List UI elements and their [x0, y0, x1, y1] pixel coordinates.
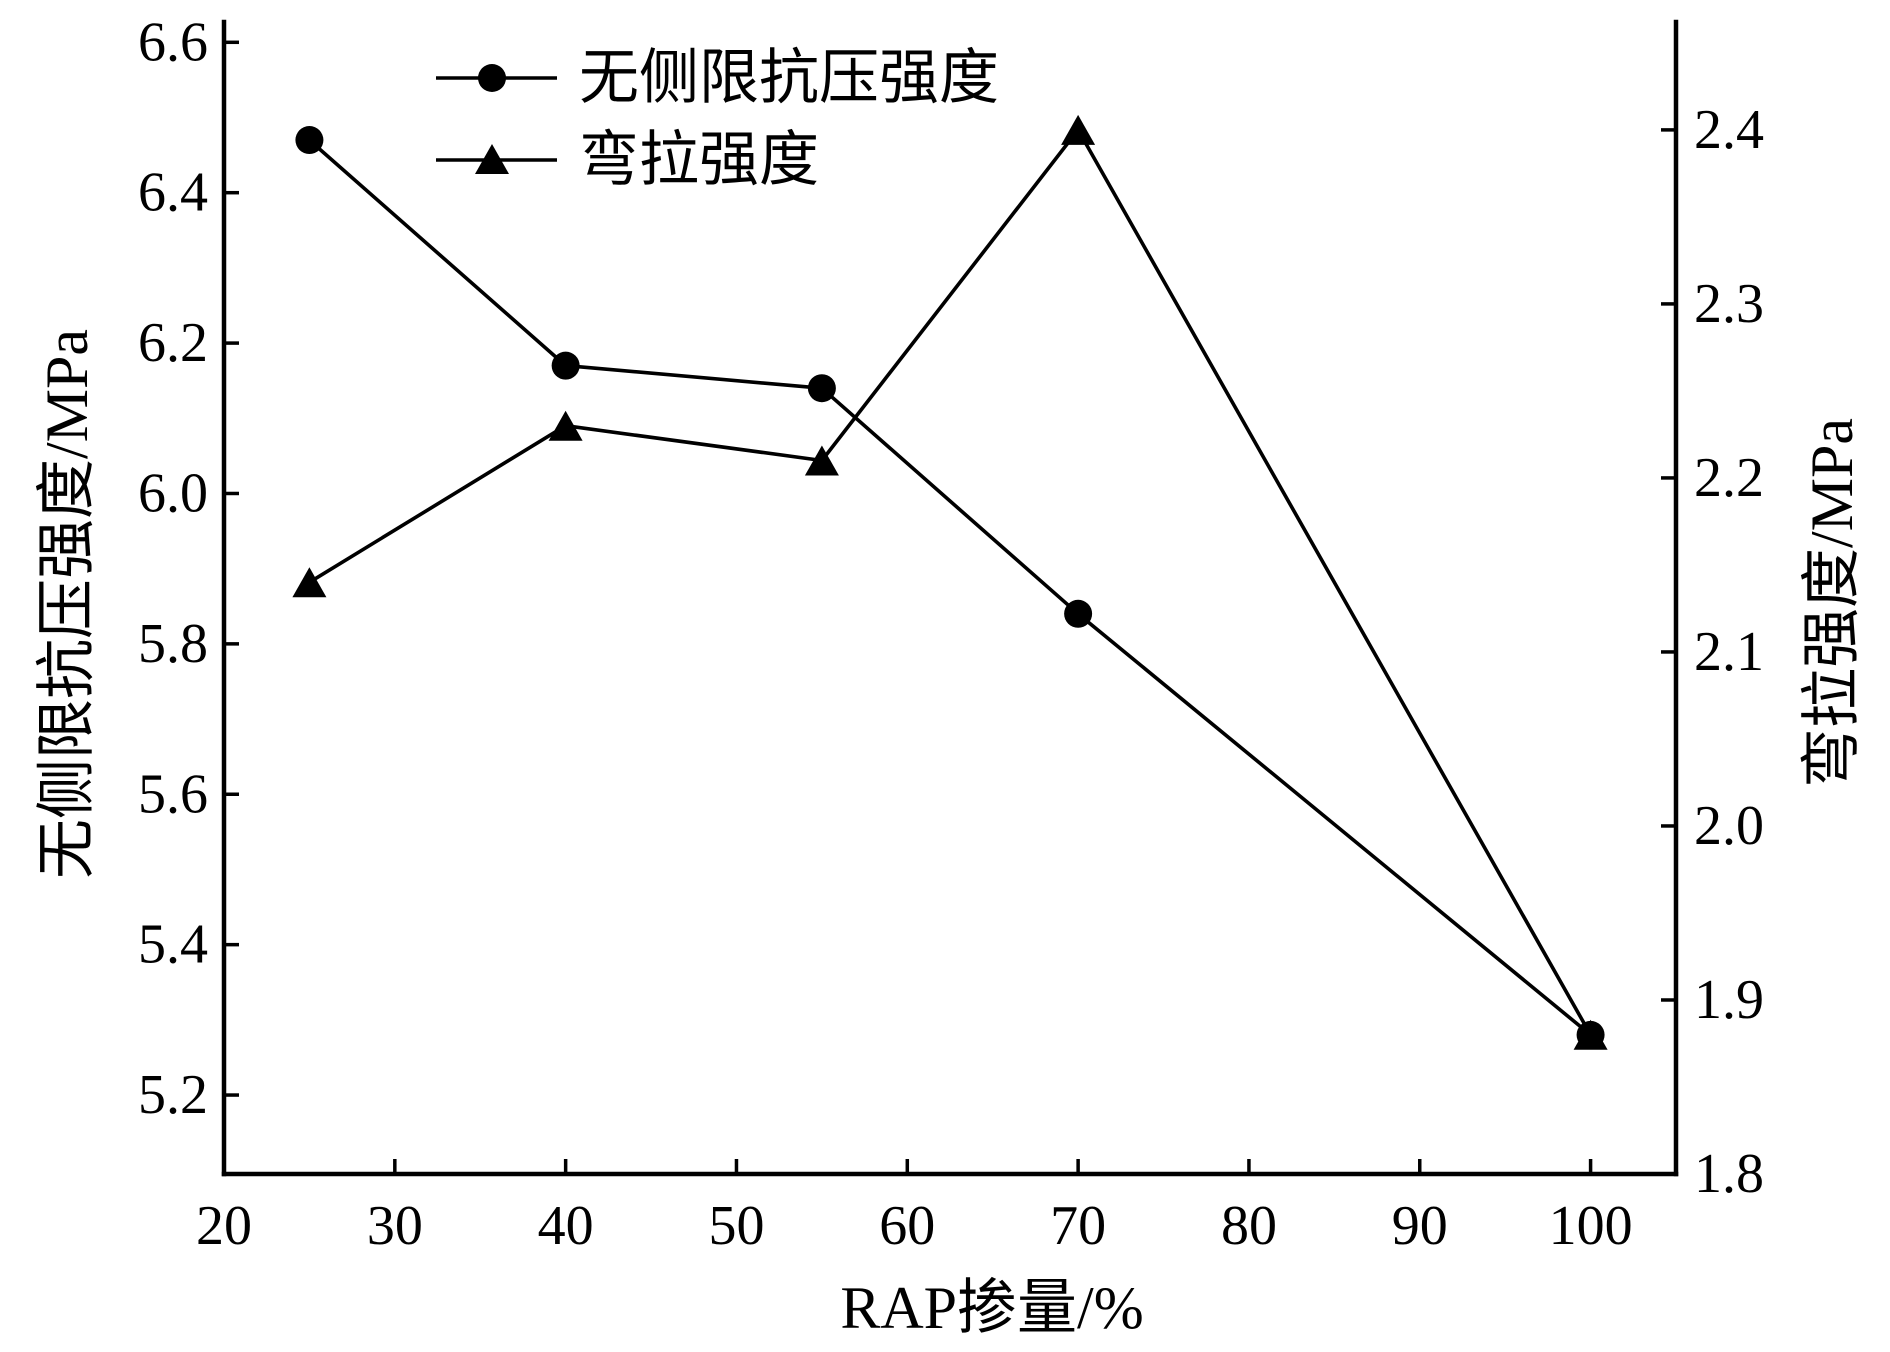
right-y-tick-label: 1.8: [1694, 1143, 1764, 1205]
data-point-circle: [1064, 599, 1093, 628]
legend-label-compressive: 无侧限抗压强度: [579, 45, 999, 111]
x-tick-label: 70: [1050, 1195, 1106, 1257]
data-point-triangle: [804, 445, 839, 476]
x-tick-label: 90: [1392, 1195, 1448, 1257]
data-point-circle: [551, 351, 580, 380]
x-tick-label: 20: [196, 1195, 252, 1257]
right-y-axis-label: 弯拉强度/MPa: [1799, 418, 1865, 788]
x-tick-label: 30: [367, 1195, 423, 1257]
legend-marker-triangle: [475, 144, 509, 174]
right-y-tick-label: 2.3: [1694, 273, 1764, 335]
x-tick-label: 80: [1221, 1195, 1277, 1257]
left-y-tick-label: 5.4: [138, 914, 208, 976]
legend-marker-circle: [478, 64, 506, 92]
right-y-tick-label: 2.2: [1694, 447, 1764, 509]
series-group: [292, 114, 1608, 1050]
right-y-tick-label: 2.4: [1694, 99, 1764, 161]
x-axis-label: RAP掺量/%: [840, 1275, 1143, 1341]
x-tick-label: 60: [879, 1195, 935, 1257]
data-point-triangle: [1573, 1019, 1608, 1050]
data-point-triangle: [292, 567, 327, 598]
x-tick-label: 40: [538, 1195, 594, 1257]
legend-entry-compressive: 无侧限抗压强度: [436, 45, 999, 111]
left-y-tick-label: 6.2: [138, 312, 208, 374]
x-tick-label: 50: [708, 1195, 764, 1257]
left-y-axis-ticks: 5.2 5.4 5.6 5.8 6.0 6.2 6.4 6.6: [138, 11, 239, 1126]
left-y-tick-label: 6.6: [138, 11, 208, 73]
axes-frame: [221, 19, 1679, 1177]
left-y-tick-label: 5.6: [138, 763, 208, 825]
data-point-circle: [295, 126, 324, 155]
data-point-triangle: [1061, 114, 1096, 145]
legend: 无侧限抗压强度 弯拉强度: [436, 45, 999, 193]
right-y-tick-label: 2.0: [1694, 795, 1764, 857]
x-axis-ticks: 20 30 40 50 60 70 80 90 100: [196, 1159, 1633, 1257]
legend-entry-flexural: 弯拉强度: [436, 127, 819, 193]
legend-label-flexural: 弯拉强度: [579, 127, 819, 193]
left-y-tick-label: 6.4: [138, 162, 208, 224]
left-y-tick-label: 6.0: [138, 462, 208, 524]
data-point-triangle: [548, 410, 583, 441]
left-y-axis-label: 无侧限抗压强度/MPa: [34, 329, 100, 879]
left-y-tick-label: 5.8: [138, 613, 208, 675]
right-y-tick-label: 1.9: [1694, 969, 1764, 1031]
right-y-tick-label: 2.1: [1694, 621, 1764, 683]
data-point-circle: [807, 374, 836, 403]
right-y-axis-ticks: 1.8 1.9 2.0 2.1 2.2 2.3 2.4: [1661, 99, 1764, 1205]
x-tick-label: 100: [1549, 1195, 1633, 1257]
left-y-tick-label: 5.2: [138, 1064, 208, 1126]
series-markers: [292, 114, 1608, 1050]
